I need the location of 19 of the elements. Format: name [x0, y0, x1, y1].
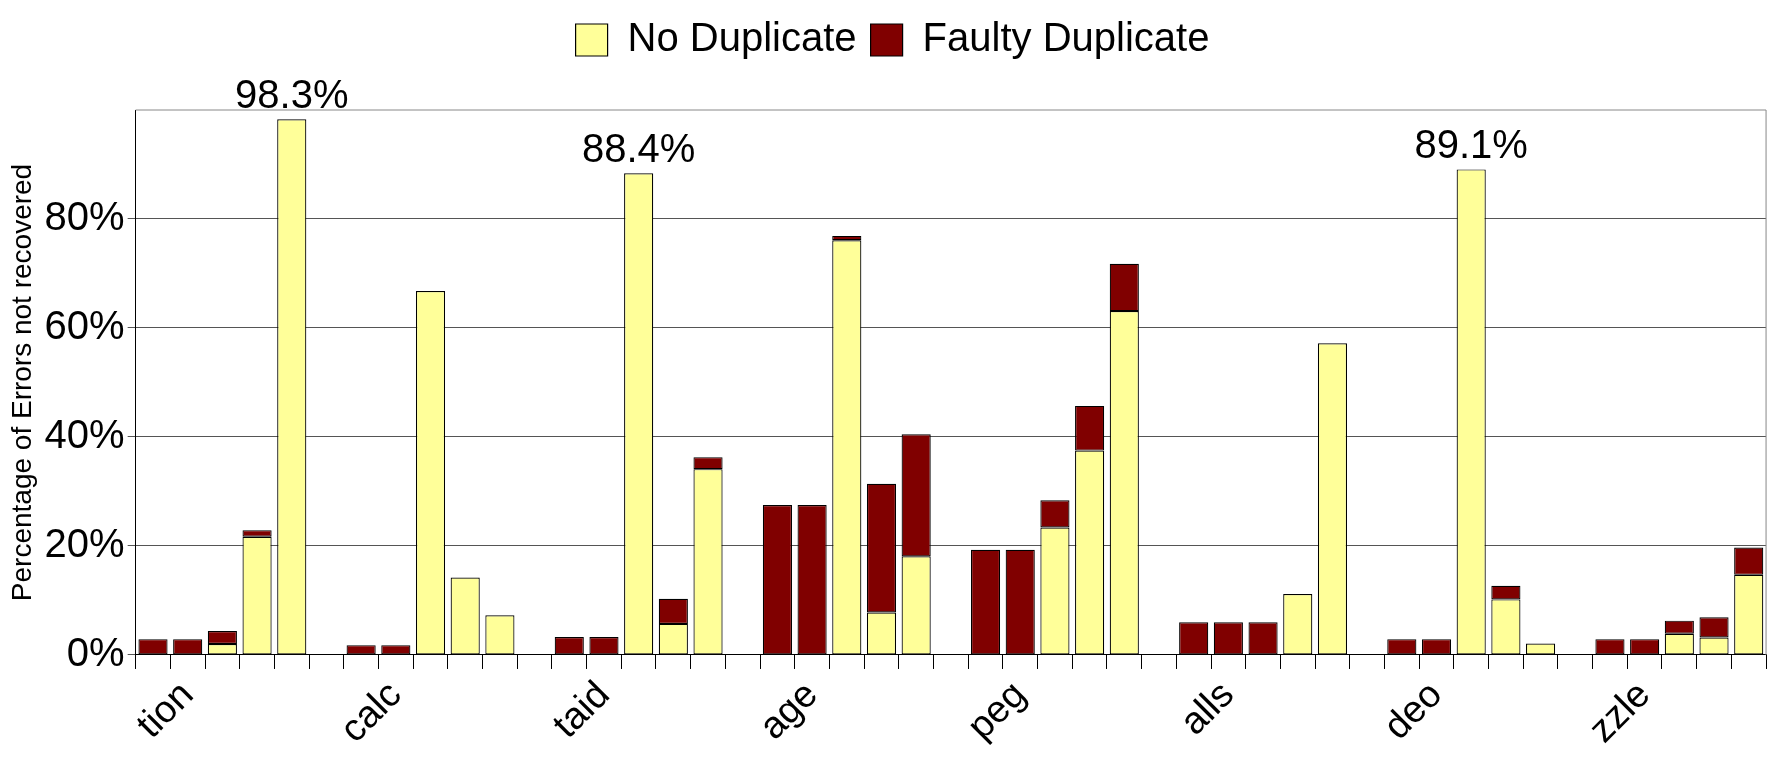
legend-label: No Duplicate	[627, 15, 857, 60]
y-tick-label: 0%	[66, 630, 125, 674]
x-tick-label: age	[750, 672, 826, 747]
x-tick-label: tion	[127, 672, 201, 746]
x-tick-label: calc	[331, 672, 409, 750]
y-tick-label: 60%	[44, 303, 125, 348]
x-tick-label: deo	[1375, 672, 1450, 747]
legend-label: Faulty Duplicate	[922, 15, 1210, 60]
data-label: 98.3%	[235, 72, 349, 117]
x-tick-label: taid	[544, 672, 618, 746]
x-tick-label: peg	[958, 672, 1034, 747]
y-tick-label: 40%	[44, 412, 125, 457]
data-label: 88.4%	[581, 126, 696, 171]
y-axis-title: Percentage of Errors not recovered	[5, 163, 37, 602]
x-tick-label: alls	[1171, 672, 1242, 743]
y-tick-label: 20%	[44, 521, 125, 566]
y-tick-label: 80%	[44, 194, 125, 239]
data-label: 89.1%	[1414, 122, 1528, 167]
x-tick-label: zzle	[1580, 672, 1658, 750]
